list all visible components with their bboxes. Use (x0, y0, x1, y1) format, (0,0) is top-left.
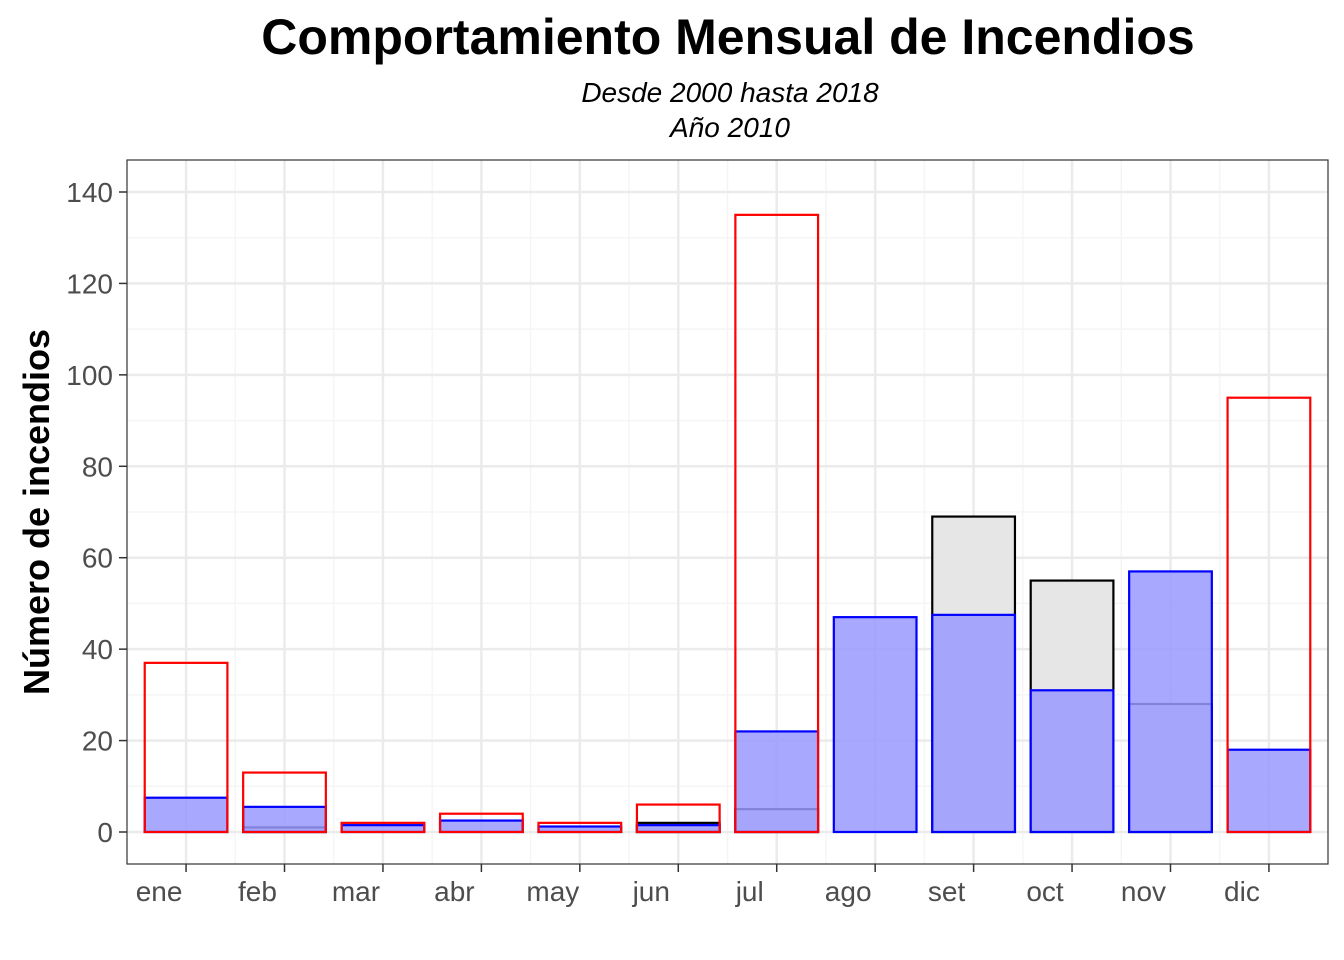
panel-border (126, 159, 1329, 865)
bar-red-outline-may (537, 821, 623, 834)
grid (127, 160, 1328, 864)
x-tick-label-nov: nov (1121, 876, 1166, 907)
bar-red-outline-dic (1226, 396, 1312, 834)
bar-blue-fill-blue-outline-feb (242, 805, 327, 834)
bar-blue-fill-blue-outline-abr (438, 819, 524, 834)
bar-blue-fill-blue-outline-ago (832, 616, 918, 834)
x-tick-label-ago: ago (825, 876, 872, 907)
x-tick-label-ene: ene (136, 876, 183, 907)
y-tick-label: 140 (66, 177, 113, 208)
bar-blue-fill-blue-outline-jul (734, 730, 820, 834)
bar-red-outline-mar (340, 821, 426, 834)
x-tick-label-dic: dic (1224, 876, 1260, 907)
bar-blue-fill-blue-outline-ene (143, 796, 229, 834)
x-tick-label-set: set (928, 876, 966, 907)
bar-blue-fill-blue-outline-nov (1128, 570, 1213, 834)
y-tick-label: 80 (82, 451, 113, 482)
y-tick-label: 60 (82, 543, 113, 574)
y-axis: 0 20 40 60 80 100 120 140 (66, 177, 127, 848)
y-tick-label: 100 (66, 360, 113, 391)
x-tick-label-mar: mar (332, 876, 380, 907)
x-tick-label-may: may (526, 876, 579, 907)
bar-red-outline-abr (438, 812, 524, 834)
chart-title: Comportamiento Mensual de Incendios (261, 9, 1194, 65)
x-tick-label-oct: oct (1026, 876, 1064, 907)
bar-blue-fill-blue-outline-oct (1029, 689, 1115, 834)
x-tick-label-abr: abr (434, 876, 474, 907)
chart-subtitle-line-2: Año 2010 (668, 112, 790, 143)
x-tick-label-feb: feb (238, 876, 277, 907)
bar-red-outline-jul (734, 213, 820, 834)
bars (143, 213, 1312, 834)
bar-red-outline-ene (143, 661, 229, 834)
bar-red-outline-feb (242, 771, 327, 834)
x-tick-label-jun: jun (632, 876, 670, 907)
y-tick-label: 20 (82, 726, 113, 757)
bar-blue-fill-blue-outline-dic (1226, 748, 1312, 834)
y-tick-label: 0 (97, 817, 113, 848)
y-tick-label: 120 (66, 268, 113, 299)
bar-red-outline-jun (635, 803, 721, 834)
x-axis: ene feb mar abr may jun jul ago set oct nov dic (136, 864, 1270, 907)
x-tick-label-jul: jul (735, 876, 764, 907)
y-axis-label: Número de incendios (16, 329, 57, 695)
y-tick-label: 40 (82, 634, 113, 665)
bar-blue-fill-blue-outline-set (931, 613, 1017, 834)
chart-subtitle-line-1: Desde 2000 hasta 2018 (581, 77, 879, 108)
